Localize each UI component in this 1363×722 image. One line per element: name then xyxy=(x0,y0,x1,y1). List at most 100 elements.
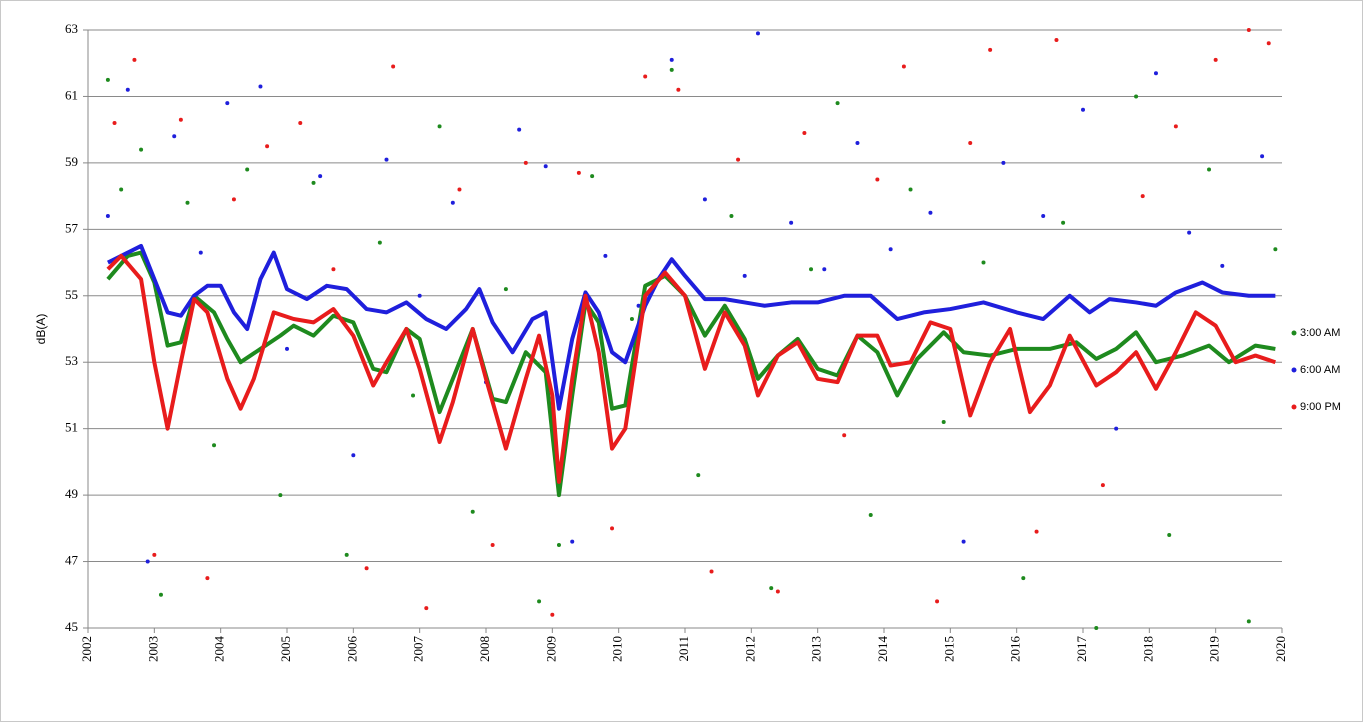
data-point xyxy=(145,559,150,564)
data-point xyxy=(1021,576,1026,581)
data-point xyxy=(590,174,595,179)
data-point xyxy=(1273,247,1278,252)
y-tick-label: 47 xyxy=(65,553,79,568)
legend-marker xyxy=(1291,367,1297,373)
data-point xyxy=(709,569,714,574)
data-point xyxy=(629,317,634,322)
data-point xyxy=(105,77,110,82)
data-point xyxy=(809,267,814,272)
x-tick-label: 2013 xyxy=(809,636,824,662)
data-point xyxy=(212,443,217,448)
data-point xyxy=(570,539,575,544)
data-point xyxy=(450,200,455,205)
data-point xyxy=(543,164,548,169)
data-point xyxy=(603,253,608,258)
data-point xyxy=(1114,426,1119,431)
data-point xyxy=(1207,167,1212,172)
data-point xyxy=(702,197,707,202)
data-point xyxy=(1220,263,1225,268)
y-tick-label: 45 xyxy=(65,619,78,634)
data-point xyxy=(298,121,303,126)
data-point xyxy=(132,57,137,62)
data-point xyxy=(185,200,190,205)
data-point xyxy=(789,220,794,225)
data-point xyxy=(755,31,760,36)
data-point xyxy=(961,539,966,544)
data-point xyxy=(344,552,349,557)
data-point xyxy=(935,599,940,604)
data-point xyxy=(1081,107,1085,112)
data-point xyxy=(172,134,177,139)
data-point xyxy=(1213,57,1218,62)
data-point xyxy=(258,84,263,89)
y-tick-label: 49 xyxy=(65,486,78,501)
data-point xyxy=(517,127,522,132)
data-point xyxy=(523,160,528,165)
data-point xyxy=(139,147,144,152)
data-point xyxy=(988,47,993,52)
data-point xyxy=(1061,220,1066,225)
x-tick-label: 2016 xyxy=(1008,636,1023,663)
data-point xyxy=(205,576,210,581)
y-tick-label: 57 xyxy=(65,220,79,235)
x-tick-label: 2011 xyxy=(676,636,691,662)
data-point xyxy=(742,273,747,278)
data-point xyxy=(377,240,382,245)
data-point xyxy=(1094,626,1099,630)
data-point xyxy=(1001,160,1006,165)
data-point xyxy=(556,542,561,547)
data-point xyxy=(802,130,807,135)
data-point xyxy=(105,214,110,219)
data-point xyxy=(908,187,913,192)
x-tick-label: 2007 xyxy=(411,636,426,663)
y-tick-label: 61 xyxy=(65,87,78,102)
data-point xyxy=(855,140,860,145)
data-point xyxy=(576,170,581,175)
data-point xyxy=(424,606,429,611)
data-point xyxy=(537,599,542,604)
data-point xyxy=(1173,124,1178,129)
x-tick-label: 2017 xyxy=(1074,636,1089,663)
data-point xyxy=(1187,230,1192,235)
data-point xyxy=(331,267,336,272)
x-tick-label: 2009 xyxy=(543,636,558,662)
y-tick-label: 51 xyxy=(65,420,78,435)
data-point xyxy=(941,420,946,425)
data-point xyxy=(636,303,641,308)
y-tick-label: 53 xyxy=(65,353,78,368)
data-point xyxy=(928,210,933,215)
x-tick-label: 2003 xyxy=(145,636,160,662)
data-point xyxy=(437,124,442,129)
data-point xyxy=(364,566,369,571)
data-point xyxy=(417,293,422,298)
data-point xyxy=(1134,94,1139,99)
data-point xyxy=(1140,194,1145,199)
data-point xyxy=(1041,214,1046,219)
data-point xyxy=(1167,532,1172,537)
data-point xyxy=(1034,529,1039,534)
data-point xyxy=(1246,28,1251,32)
y-tick-label: 55 xyxy=(65,287,78,302)
data-point xyxy=(696,473,701,478)
data-point xyxy=(158,592,163,597)
data-point xyxy=(729,214,734,219)
data-point xyxy=(835,101,840,106)
x-tick-label: 2015 xyxy=(941,636,956,662)
data-point xyxy=(643,74,648,79)
trend-line xyxy=(106,250,1276,498)
x-tick-label: 2019 xyxy=(1207,636,1222,662)
data-point xyxy=(245,167,250,172)
y-tick-label: 63 xyxy=(65,21,78,36)
data-point xyxy=(112,121,117,126)
x-tick-label: 2014 xyxy=(875,636,890,663)
x-tick-label: 2006 xyxy=(344,636,359,663)
data-point xyxy=(311,180,316,185)
legend-label: 9:00 PM xyxy=(1300,401,1341,413)
data-point xyxy=(968,140,973,145)
data-point xyxy=(119,187,124,192)
data-point xyxy=(457,187,462,192)
data-point xyxy=(225,101,230,106)
x-tick-label: 2018 xyxy=(1140,636,1155,662)
